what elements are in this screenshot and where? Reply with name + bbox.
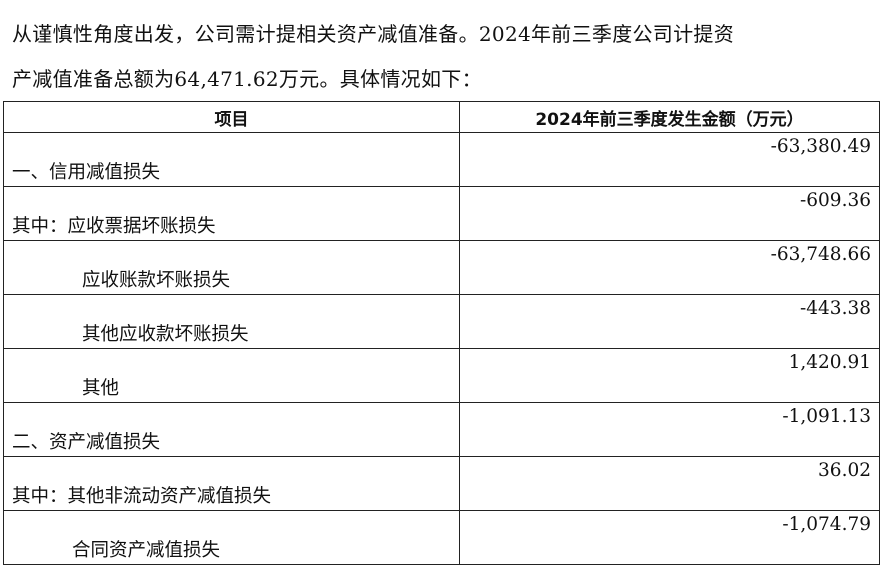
- table-row: 其他 1,420.91: [3, 348, 880, 403]
- row-item: 其他应收款坏账损失: [3, 294, 460, 349]
- intro-paragraph: 从谨慎性角度出发，公司需计提相关资产减值准备。2024年前三季度公司计提资 产减…: [12, 12, 882, 102]
- row-item: 其中：其他非流动资产减值损失: [3, 456, 460, 511]
- table-row: 其他应收款坏账损失 -443.38: [3, 294, 880, 349]
- row-item: 其他: [3, 348, 460, 403]
- table-row: 应收账款坏账损失 -63,748.66: [3, 240, 880, 295]
- row-amount: 36.02: [459, 456, 880, 511]
- table-row: 二、资产减值损失 -1,091.13: [3, 402, 880, 457]
- row-amount: 1,420.91: [459, 348, 880, 403]
- row-item: 合同资产减值损失: [3, 510, 460, 565]
- row-item: 其中：应收票据坏账损失: [3, 186, 460, 241]
- table-row: 其中：其他非流动资产减值损失 36.02: [3, 456, 880, 511]
- table-row: 一、信用减值损失 -63,380.49: [3, 132, 880, 187]
- impairment-table: 项目 2024年前三季度发生金额（万元） 一、信用减值损失 -63,380.49 …: [3, 101, 880, 565]
- header-amount: 2024年前三季度发生金额（万元）: [459, 101, 880, 133]
- row-amount: -63,380.49: [459, 132, 880, 187]
- table-row: 其中：应收票据坏账损失 -609.36: [3, 186, 880, 241]
- row-amount: -609.36: [459, 186, 880, 241]
- row-amount: -1,091.13: [459, 402, 880, 457]
- row-item: 应收账款坏账损失: [3, 240, 460, 295]
- row-item: 二、资产减值损失: [3, 402, 460, 457]
- row-item: 一、信用减值损失: [3, 132, 460, 187]
- paragraph-line-1: 从谨慎性角度出发，公司需计提相关资产减值准备。2024年前三季度公司计提资: [12, 22, 734, 46]
- row-amount: -63,748.66: [459, 240, 880, 295]
- header-item: 项目: [3, 101, 460, 133]
- table-header-row: 项目 2024年前三季度发生金额（万元）: [3, 101, 880, 133]
- row-amount: -443.38: [459, 294, 880, 349]
- row-amount: -1,074.79: [459, 510, 880, 565]
- paragraph-line-2: 产减值准备总额为64,471.62万元。具体情况如下：: [12, 67, 482, 91]
- table-row: 合同资产减值损失 -1,074.79: [3, 510, 880, 565]
